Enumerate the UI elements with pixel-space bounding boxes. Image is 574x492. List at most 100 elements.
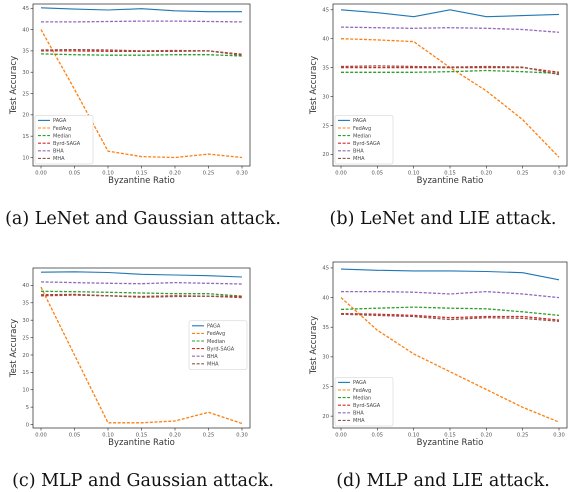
y-tick-label: 40: [322, 37, 329, 43]
legend-label: Byrd-SAGA: [53, 141, 81, 147]
x-tick-label: 0.25: [203, 433, 215, 439]
y-tick-label: 20: [22, 113, 29, 119]
series-line-paga: [340, 9, 560, 18]
y-tick-label: 40: [322, 295, 329, 301]
x-tick-label: 0.10: [102, 171, 114, 177]
x-tick-label: 0.00: [35, 433, 47, 439]
x-tick-label: 0.30: [553, 433, 565, 439]
legend-label: MHA: [207, 362, 219, 368]
y-tick-label: 40: [22, 283, 29, 289]
x-tick-label: 0.10: [102, 433, 114, 439]
series-line-mha: [340, 313, 560, 322]
legend-label: Median: [207, 339, 225, 345]
y-tick-label: 45: [22, 6, 29, 12]
chart-panel-c: 0.00 0.05 0.10 0.15 0.20 0.25 0.30 0 5 10 15 20 25 30…: [9, 267, 251, 448]
x-tick-label: 0.25: [517, 433, 529, 439]
caption-b: (b) LeNet and LIE attack.: [330, 209, 557, 229]
y-tick-label: 30: [22, 318, 29, 324]
x-tick-label: 0.00: [335, 433, 347, 439]
caption-a: (a) LeNet and Gaussian attack.: [5, 209, 281, 229]
chart-panel-b: 0.00 0.05 0.10 0.15 0.20 0.25 0.30 20 25 30 35 40 45…: [309, 3, 568, 186]
legend-label: BHA: [353, 411, 364, 417]
legend-label: Byrd-SAGA: [353, 141, 381, 147]
x-axis-label: Byzantine Ratio: [108, 176, 175, 186]
legend-label: FedAvg: [207, 331, 225, 337]
y-tick-label: 35: [22, 49, 29, 55]
series-line-median: [40, 290, 243, 297]
series-line-median: [340, 306, 560, 317]
x-tick-label: 0.30: [236, 171, 248, 177]
y-tick-label: 10: [22, 388, 29, 394]
x-tick-label: 0.15: [136, 171, 148, 177]
legend-label: MHA: [353, 418, 365, 424]
series-line-bha: [41, 20, 243, 23]
x-tick-label: 0.05: [69, 433, 81, 439]
legend-label: PAGA: [53, 118, 67, 124]
series-line-fedavg: [340, 38, 560, 158]
series-line-median: [40, 53, 243, 57]
legend-label: MHA: [353, 156, 365, 162]
series-line-byrd-saga: [340, 312, 560, 321]
legend-label: FedAvg: [353, 388, 371, 394]
legend-label: PAGA: [353, 118, 367, 124]
y-tick-label: 30: [22, 70, 29, 76]
y-tick-label: 15: [22, 134, 29, 140]
x-tick-label: 0.15: [444, 171, 456, 177]
x-tick-label: 0.10: [408, 171, 420, 177]
y-tick-label: 30: [322, 355, 329, 361]
legend-label: MHA: [53, 156, 65, 162]
x-axis-label: Byzantine Ratio: [417, 176, 484, 186]
x-tick-label: 0.00: [35, 171, 47, 177]
legend-label: Byrd-SAGA: [207, 346, 235, 352]
legend-label: BHA: [53, 149, 64, 155]
chart-panel-d: 0.00 0.05 0.10 0.15 0.20 0.25 0.30 20 25 30 35 40 45…: [309, 261, 568, 448]
y-tick-label: 25: [322, 123, 329, 129]
legend-label: PAGA: [353, 380, 367, 386]
y-tick-label: 45: [322, 8, 329, 14]
x-tick-label: 0.30: [236, 433, 248, 439]
series-line-bha: [340, 26, 560, 33]
series-line-fedavg: [340, 297, 560, 423]
y-axis-label: Test Accuracy: [309, 316, 319, 375]
series-line-median: [341, 69, 560, 75]
x-tick-label: 0.20: [169, 433, 181, 439]
legend-label: FedAvg: [353, 126, 371, 132]
x-tick-label: 0.05: [372, 171, 384, 177]
y-tick-label: 10: [22, 155, 29, 161]
y-tick-label: 0: [26, 422, 29, 428]
y-axis-label: Test Accuracy: [309, 56, 319, 115]
legend-label: FedAvg: [53, 126, 71, 132]
x-tick-label: 0.15: [444, 433, 456, 439]
x-tick-label: 0.05: [69, 171, 81, 177]
y-tick-label: 35: [322, 65, 329, 71]
y-tick-label: 35: [22, 301, 29, 307]
legend-label: Median: [353, 395, 371, 401]
legend-label: Byrd-SAGA: [353, 403, 381, 409]
x-tick-label: 0.30: [553, 171, 565, 177]
x-axis-label: Byzantine Ratio: [108, 438, 175, 448]
legend-label: Median: [353, 133, 371, 139]
x-tick-label: 0.10: [408, 433, 420, 439]
legend-label: BHA: [353, 149, 364, 155]
series-line-bha: [40, 281, 243, 285]
series-line-paga: [40, 7, 242, 13]
y-tick-label: 25: [322, 384, 329, 390]
x-tick-label: 0.15: [136, 433, 148, 439]
y-tick-label: 30: [322, 94, 329, 100]
y-tick-label: 15: [22, 370, 29, 376]
y-tick-label: 20: [322, 414, 329, 420]
legend-label: BHA: [207, 354, 218, 360]
series-line-paga: [40, 271, 243, 278]
legend-label: PAGA: [207, 324, 221, 330]
x-tick-label: 0.20: [481, 433, 493, 439]
caption-d: (d) MLP and LIE attack.: [336, 471, 550, 491]
y-tick-label: 25: [22, 335, 29, 341]
series-line-fedavg: [40, 29, 243, 159]
x-tick-label: 0.20: [169, 171, 181, 177]
series-line-bha: [341, 290, 560, 299]
y-tick-label: 20: [322, 152, 329, 158]
x-tick-label: 0.25: [203, 171, 215, 177]
x-tick-label: 0.25: [517, 171, 529, 177]
x-tick-label: 0.20: [481, 171, 493, 177]
